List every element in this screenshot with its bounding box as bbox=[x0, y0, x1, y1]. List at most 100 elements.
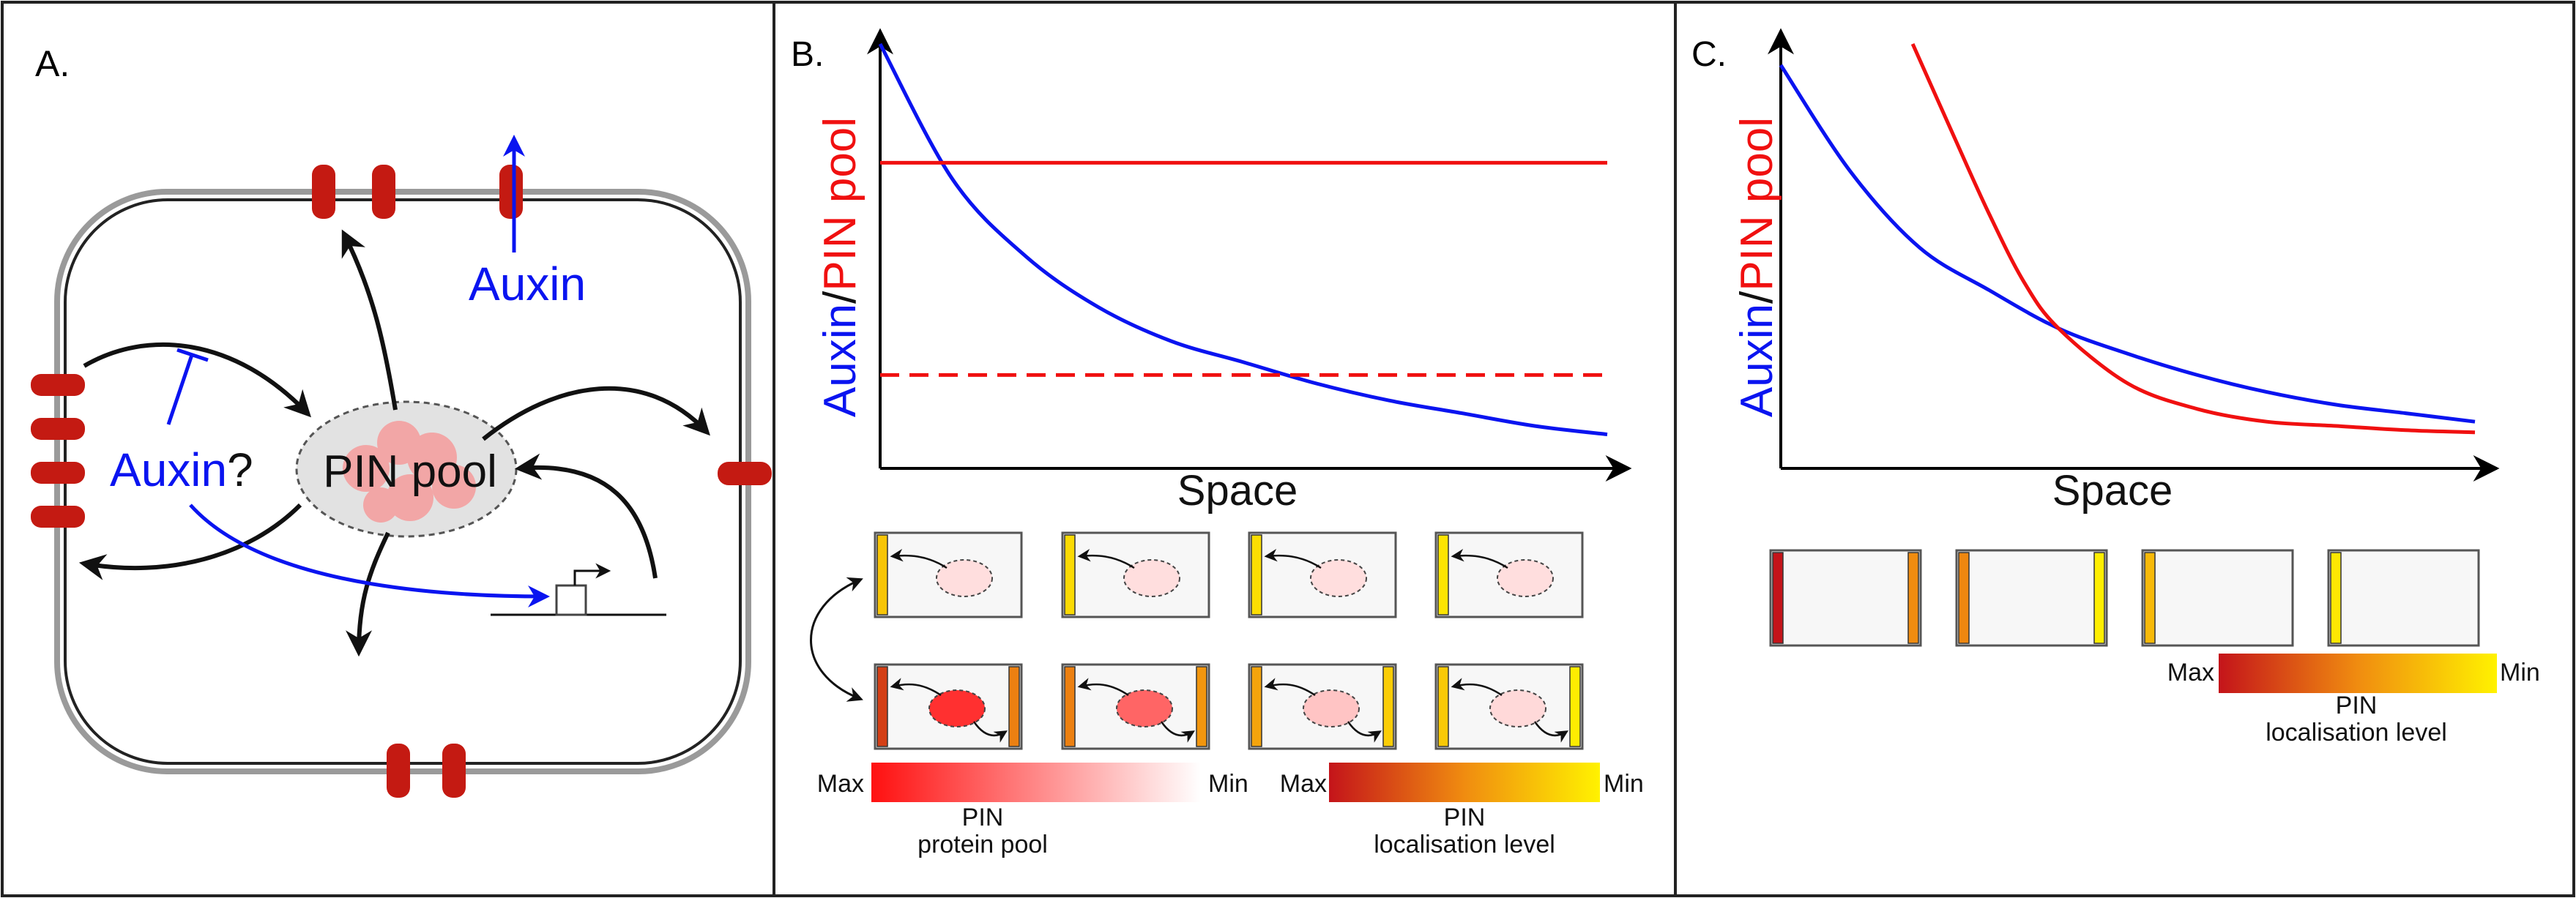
pool-legend-min: Min bbox=[1208, 770, 1248, 798]
panel-a-label: A. bbox=[35, 43, 70, 84]
loc-legend-min-b: Min bbox=[1604, 770, 1644, 798]
endocytosis-arrow-left bbox=[83, 343, 311, 418]
traffic-arrow bbox=[890, 678, 942, 697]
traffic-arrow bbox=[890, 548, 948, 569]
loc-legend-min-c: Min bbox=[2500, 659, 2540, 686]
pool-legend-title-2: protein pool bbox=[917, 831, 1048, 858]
pool-legend-max: Max bbox=[817, 770, 864, 798]
panel-c-label: C. bbox=[1691, 35, 1727, 74]
ylabel-slash: / bbox=[1732, 291, 1782, 304]
pin-localisation-left bbox=[876, 666, 888, 747]
pin-localisation-left bbox=[1437, 534, 1449, 615]
pin-pool-blobs bbox=[343, 421, 476, 523]
auxin-label-left: Auxin? bbox=[110, 444, 253, 496]
traffic-arrow bbox=[1533, 721, 1568, 743]
exocytosis-arrow-left bbox=[78, 503, 302, 580]
question-mark: ? bbox=[227, 444, 253, 496]
exocytosis-arrow-right bbox=[482, 386, 710, 441]
pin-pool bbox=[1310, 559, 1367, 597]
panel-b-xlabel: Space bbox=[1177, 467, 1298, 515]
panel-b-chart bbox=[867, 28, 1632, 482]
pin-pool bbox=[1123, 559, 1180, 597]
pin-localisation-right bbox=[1569, 666, 1581, 747]
loc-legend-title-1-b: PIN bbox=[1444, 804, 1486, 831]
panel-c-chart bbox=[1768, 28, 2500, 482]
traffic-arrow bbox=[1451, 548, 1508, 569]
pin-localisation-left bbox=[1064, 534, 1076, 615]
panel-b-label: B. bbox=[791, 35, 824, 74]
ylabel-pin: PIN pool bbox=[815, 117, 866, 291]
auxin-arrows bbox=[166, 135, 550, 607]
pin-localisation-left bbox=[1958, 552, 1970, 644]
pin-localisation-left bbox=[1251, 534, 1262, 615]
auxin-inhibition-bar bbox=[176, 348, 209, 362]
exocytosis-arrow-down bbox=[346, 531, 390, 657]
gene-box bbox=[555, 584, 587, 616]
traffic-arrow bbox=[1264, 548, 1322, 569]
pin-localisation-right bbox=[1382, 666, 1394, 747]
cell bbox=[1769, 549, 1922, 647]
ylabel-auxin: Auxin bbox=[1732, 304, 1782, 417]
panel-a: A. PIN pool bbox=[31, 43, 772, 798]
panel-c-xlabel: Space bbox=[2052, 467, 2173, 515]
pin-protein-top-1 bbox=[312, 165, 335, 219]
traffic-arrow bbox=[1160, 721, 1195, 743]
auxin-induction-arrow bbox=[189, 504, 550, 607]
gene-symbol bbox=[491, 563, 666, 616]
pin-pool bbox=[1497, 559, 1554, 597]
auxin-inhibition-line bbox=[166, 354, 194, 425]
ylabel-auxin: Auxin bbox=[815, 304, 866, 417]
panel-b: B. Space Auxin/PIN pool Max Min PIN prot… bbox=[791, 28, 1644, 858]
panel-c-cells bbox=[1769, 549, 2480, 647]
loc-legend-title-2-c: localisation level bbox=[2266, 719, 2447, 747]
loc-legend-title-1-c: PIN bbox=[2336, 692, 2378, 719]
series-line-auxin bbox=[878, 42, 1608, 437]
pin-protein-top-2 bbox=[372, 165, 395, 219]
pin-protein-left-4 bbox=[31, 506, 85, 528]
pin-pool bbox=[1303, 689, 1360, 727]
series-line-auxin bbox=[1779, 64, 2476, 424]
trafficking-arrows bbox=[78, 229, 710, 657]
pin-pool bbox=[1116, 689, 1173, 727]
panel-c-ylabel: Auxin/PIN pool bbox=[1732, 117, 1782, 417]
panel-c: C. Space Auxin/PIN pool Max Min PIN loca… bbox=[1691, 28, 2540, 747]
traffic-arrow bbox=[1264, 678, 1316, 697]
cell bbox=[2141, 549, 2294, 647]
cell bbox=[2327, 549, 2480, 647]
ylabel-slash: / bbox=[815, 291, 866, 304]
pool-legend-title-1: PIN bbox=[962, 804, 1004, 831]
pin-localisation-left bbox=[1437, 666, 1449, 747]
series-line-pin-pool bbox=[1910, 42, 2476, 435]
loc-gradient-bar-b bbox=[1329, 763, 1600, 802]
traffic-arrow bbox=[1077, 678, 1129, 697]
pin-protein-right-1 bbox=[718, 462, 772, 485]
synthesis-arrow bbox=[514, 453, 658, 579]
panel-b-cells bbox=[874, 531, 1584, 750]
pin-pool bbox=[928, 689, 986, 727]
membrane-pins bbox=[31, 165, 772, 798]
loc-gradient-bar-c bbox=[2219, 654, 2497, 693]
pin-protein-left-2 bbox=[31, 418, 85, 440]
pin-localisation-left bbox=[2330, 552, 2342, 644]
pool-blob bbox=[432, 465, 476, 509]
pin-localisation-left bbox=[1251, 666, 1262, 747]
auxin-label-top: Auxin bbox=[469, 258, 586, 310]
traffic-arrow bbox=[1451, 678, 1503, 697]
traffic-arrow bbox=[1077, 548, 1135, 569]
pool-blob bbox=[363, 487, 398, 523]
row-link-arrow bbox=[810, 577, 863, 702]
pin-pool bbox=[1489, 689, 1546, 727]
pin-localisation-right bbox=[1196, 666, 1207, 747]
traffic-arrow bbox=[972, 721, 1008, 743]
pin-pool bbox=[936, 559, 993, 597]
pool-blob bbox=[343, 445, 390, 492]
pin-pool-label: PIN pool bbox=[323, 446, 497, 497]
traffic-arrow bbox=[1347, 721, 1382, 743]
pin-localisation-right bbox=[1008, 666, 1020, 747]
cell bbox=[1955, 549, 2108, 647]
pin-protein-top-3 bbox=[499, 165, 523, 219]
auxin-text: Auxin bbox=[110, 444, 227, 496]
pool-blob bbox=[387, 474, 433, 521]
